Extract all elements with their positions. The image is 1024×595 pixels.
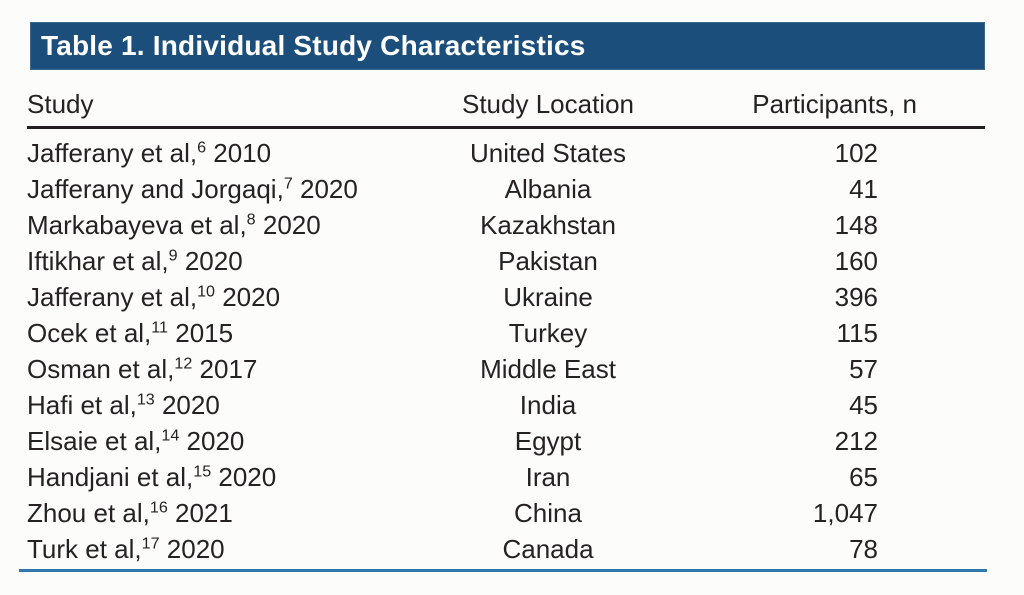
study-year: 2020 bbox=[177, 245, 243, 276]
citation-superscript: 6 bbox=[197, 137, 207, 156]
citation-superscript: 12 bbox=[174, 353, 193, 372]
study-cell: Turk et al,17 2020 bbox=[27, 534, 447, 565]
table-row: Osman et al,12 2017 Middle East 57 bbox=[27, 351, 985, 387]
column-header-location: Study Location bbox=[461, 89, 634, 119]
study-cell: Ocek et al,11 2015 bbox=[27, 318, 447, 349]
study-cell: Elsaie et al,14 2020 bbox=[27, 426, 447, 457]
citation-superscript: 8 bbox=[246, 209, 256, 228]
study-cell: Jafferany et al,10 2020 bbox=[27, 282, 447, 313]
participants-cell: 78 bbox=[849, 533, 878, 564]
study-year: 2020 bbox=[179, 425, 245, 456]
location-cell: Turkey bbox=[508, 317, 588, 348]
location-cell: Kazakhstan bbox=[480, 209, 616, 240]
study-cell: Iftikhar et al,9 2020 bbox=[27, 246, 447, 277]
participants-cell: 160 bbox=[834, 245, 878, 276]
study-year: 2015 bbox=[168, 317, 234, 348]
citation-superscript: 10 bbox=[197, 281, 215, 300]
bottom-border-rule bbox=[19, 569, 987, 572]
citation-superscript: 13 bbox=[136, 389, 155, 408]
participants-cell: 57 bbox=[849, 353, 878, 384]
location-cell: Albania bbox=[504, 173, 592, 204]
participants-cell: 65 bbox=[849, 461, 878, 492]
table-row: Elsaie et al,14 2020 Egypt 212 bbox=[27, 423, 985, 459]
study-citation: Jafferany et al, bbox=[27, 281, 198, 312]
table-row: Jafferany et al,10 2020 Ukraine 396 bbox=[27, 279, 985, 315]
study-citation: Osman et al, bbox=[27, 353, 175, 384]
study-year: 2020 bbox=[159, 533, 225, 564]
column-header-participants: Participants, n bbox=[752, 89, 917, 119]
study-year: 2020 bbox=[211, 461, 277, 492]
citation-superscript: 7 bbox=[283, 173, 293, 192]
study-cell: Markabayeva et al,8 2020 bbox=[27, 210, 447, 241]
study-year: 2020 bbox=[215, 281, 281, 312]
location-cell: Middle East bbox=[480, 353, 616, 384]
location-cell: India bbox=[519, 389, 577, 420]
participants-cell: 1,047 bbox=[812, 497, 878, 528]
citation-superscript: 15 bbox=[193, 461, 212, 480]
study-cell: Jafferany et al,6 2010 bbox=[27, 138, 447, 169]
table-row: Ocek et al,11 2015 Turkey 115 bbox=[27, 315, 985, 351]
participants-cell: 212 bbox=[834, 425, 878, 456]
study-cell: Zhou et al,16 2021 bbox=[27, 498, 447, 529]
citation-superscript: 9 bbox=[168, 245, 178, 264]
location-cell: Canada bbox=[502, 533, 594, 564]
study-citation: Iftikhar et al, bbox=[27, 245, 169, 276]
study-cell: Jafferany and Jorgaqi,7 2020 bbox=[27, 174, 447, 205]
participants-cell: 41 bbox=[849, 173, 878, 204]
study-year: 2020 bbox=[154, 389, 220, 420]
study-year: 2020 bbox=[255, 209, 321, 240]
header-divider-rule bbox=[27, 126, 985, 129]
citation-superscript: 14 bbox=[161, 425, 180, 444]
table-row: Markabayeva et al,8 2020 Kazakhstan 148 bbox=[27, 207, 985, 243]
location-cell: United States bbox=[469, 137, 627, 168]
table-row: Jafferany and Jorgaqi,7 2020 Albania 41 bbox=[27, 171, 985, 207]
study-year: 2010 bbox=[206, 137, 272, 168]
table-title: Table 1. Individual Study Characteristic… bbox=[41, 30, 586, 61]
table-row: Jafferany et al,6 2010 United States 102 bbox=[27, 135, 985, 171]
study-citation: Jafferany et al, bbox=[27, 137, 198, 168]
study-cell: Osman et al,12 2017 bbox=[27, 354, 447, 385]
study-cell: Hafi et al,13 2020 bbox=[27, 390, 447, 421]
table-row: Zhou et al,16 2021 China 1,047 bbox=[27, 495, 985, 531]
citation-superscript: 11 bbox=[151, 317, 169, 336]
location-cell: China bbox=[514, 497, 582, 528]
participants-cell: 102 bbox=[834, 137, 878, 168]
study-citation: Hafi et al, bbox=[27, 389, 137, 420]
page: Table 1. Individual Study Characteristic… bbox=[0, 22, 1024, 595]
column-header-row: Study Study Location Participants, n bbox=[27, 70, 985, 126]
citation-superscript: 17 bbox=[141, 533, 160, 552]
study-citation: Jafferany and Jorgaqi, bbox=[27, 173, 284, 204]
study-citation: Handjani et al, bbox=[27, 461, 194, 492]
table-row: Iftikhar et al,9 2020 Pakistan 160 bbox=[27, 243, 985, 279]
table-row: Hafi et al,13 2020 India 45 bbox=[27, 387, 985, 423]
participants-cell: 148 bbox=[834, 209, 878, 240]
participants-cell: 45 bbox=[849, 389, 878, 420]
location-cell: Pakistan bbox=[498, 245, 598, 276]
study-citation: Markabayeva et al, bbox=[27, 209, 247, 240]
study-citation: Zhou et al, bbox=[27, 497, 150, 528]
study-year: 2021 bbox=[167, 497, 233, 528]
citation-superscript: 16 bbox=[149, 497, 168, 516]
table-row: Handjani et al,15 2020 Iran 65 bbox=[27, 459, 985, 495]
table-title-bar: Table 1. Individual Study Characteristic… bbox=[30, 22, 985, 70]
study-year: 2017 bbox=[192, 353, 258, 384]
location-cell: Egypt bbox=[514, 425, 582, 456]
table-body: Jafferany et al,6 2010 United States 102… bbox=[27, 135, 985, 567]
study-citation: Turk et al, bbox=[27, 533, 142, 564]
study-year: 2020 bbox=[292, 173, 358, 204]
table-row: Turk et al,17 2020 Canada 78 bbox=[27, 531, 985, 567]
location-cell: Ukraine bbox=[503, 281, 593, 312]
column-header-study: Study bbox=[27, 89, 94, 119]
participants-cell: 396 bbox=[834, 281, 878, 312]
study-citation: Ocek et al, bbox=[27, 317, 152, 348]
study-cell: Handjani et al,15 2020 bbox=[27, 462, 447, 493]
participants-cell: 115 bbox=[836, 317, 878, 348]
study-citation: Elsaie et al, bbox=[27, 425, 162, 456]
location-cell: Iran bbox=[525, 461, 571, 492]
